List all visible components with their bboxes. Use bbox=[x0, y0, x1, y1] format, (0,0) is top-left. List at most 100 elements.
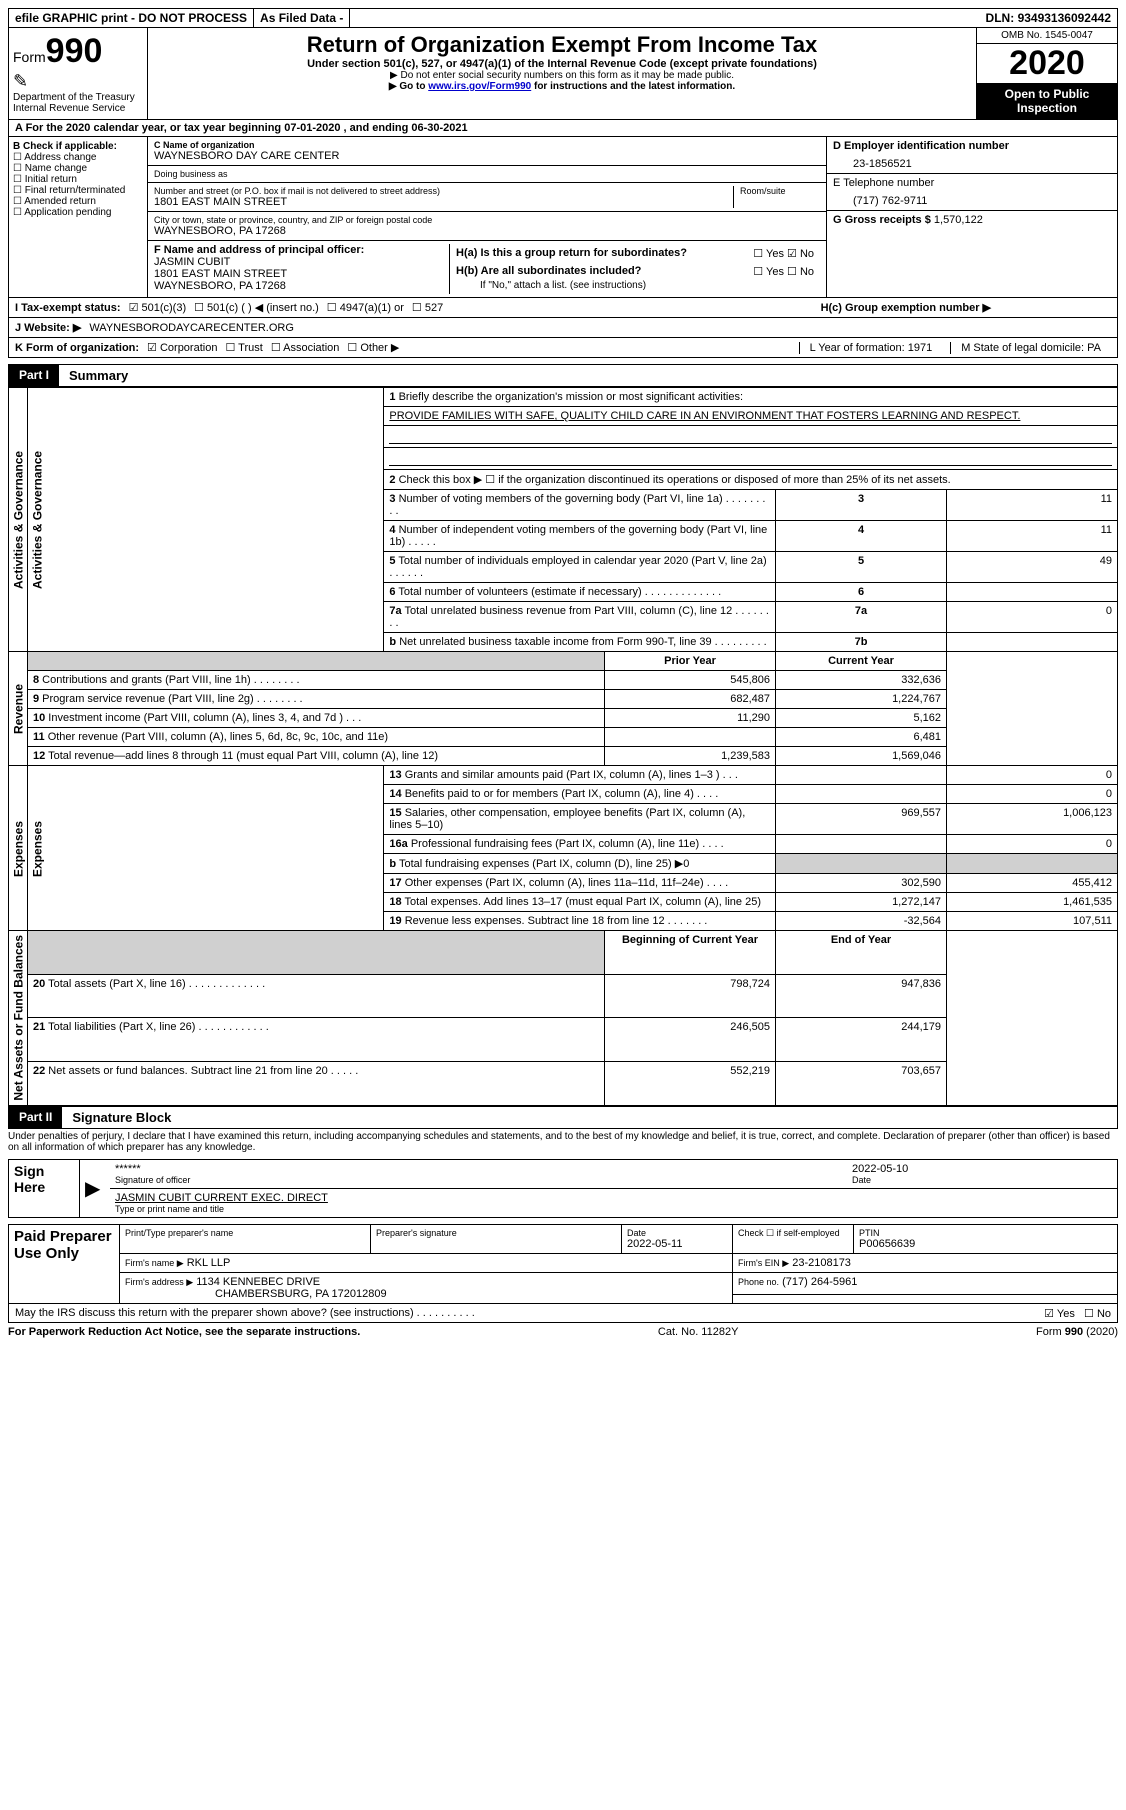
self-employed-chk[interactable]: Check ☐ if self-employed bbox=[738, 1228, 848, 1239]
preparer-name-label: Print/Type preparer's name bbox=[125, 1228, 365, 1238]
form-word: Form bbox=[13, 49, 46, 65]
row-i-tax-status: I Tax-exempt status: 501(c)(3) 501(c) ( … bbox=[8, 298, 1118, 318]
h-b-label: H(b) Are all subordinates included? bbox=[456, 265, 641, 277]
line-b-current bbox=[947, 854, 1118, 874]
org-name-label: C Name of organization bbox=[154, 140, 820, 150]
ein-label: D Employer identification number bbox=[833, 140, 1111, 152]
ein-value: 23-1856521 bbox=[833, 152, 1111, 170]
h-b-no[interactable]: No bbox=[787, 266, 814, 278]
asfiled-label: As Filed Data - bbox=[254, 9, 350, 27]
city-value: WAYNESBORO, PA 17268 bbox=[154, 225, 820, 237]
preparer-sig-label: Preparer's signature bbox=[376, 1228, 616, 1238]
ssn-warning: ▶ Do not enter social security numbers o… bbox=[156, 70, 968, 81]
col-header: Beginning of Current Year bbox=[605, 931, 776, 975]
line-b-prior bbox=[776, 854, 947, 874]
line-9-prior: 682,487 bbox=[605, 690, 776, 709]
firm-addr1: 1134 KENNEBEC DRIVE bbox=[196, 1276, 320, 1288]
chk-501c3[interactable]: 501(c)(3) bbox=[129, 301, 187, 314]
line-9-current: 1,224,767 bbox=[776, 690, 947, 709]
tax-year-begin: 07-01-2020 bbox=[284, 122, 340, 134]
row-k-org-form: K Form of organization: Corporation Trus… bbox=[8, 338, 1118, 358]
i-label: I Tax-exempt status: bbox=[15, 302, 121, 314]
tax-year-end: 06-30-2021 bbox=[411, 122, 467, 134]
page-footer: For Paperwork Reduction Act Notice, see … bbox=[8, 1323, 1118, 1341]
firm-addr-label: Firm's address ▶ bbox=[125, 1277, 193, 1287]
state-domicile: M State of legal domicile: PA bbox=[950, 342, 1111, 354]
line-8-current: 332,636 bbox=[776, 671, 947, 690]
sign-date: 2022-05-10 bbox=[852, 1163, 1112, 1175]
line-14-current: 0 bbox=[947, 785, 1118, 804]
chk-final-return[interactable]: Final return/terminated bbox=[13, 185, 143, 196]
line-18-prior: 1,272,147 bbox=[776, 893, 947, 912]
line-20-current: 947,836 bbox=[776, 974, 947, 1018]
form-subtitle: Under section 501(c), 527, or 4947(a)(1)… bbox=[156, 58, 968, 70]
line-10-current: 5,162 bbox=[776, 709, 947, 728]
chk-trust[interactable]: Trust bbox=[225, 341, 262, 354]
line-2: 2 Check this box ▶ ☐ if the organization… bbox=[384, 470, 1118, 490]
line-22-label: 22 Net assets or fund balances. Subtract… bbox=[28, 1061, 605, 1105]
line-3-label: 3 Number of voting members of the govern… bbox=[384, 490, 776, 521]
line-18-current: 1,461,535 bbox=[947, 893, 1118, 912]
line-4-box: 4 bbox=[776, 521, 947, 552]
h-b-yes[interactable]: Yes bbox=[753, 266, 784, 278]
discuss-question: May the IRS discuss this return with the… bbox=[15, 1307, 475, 1319]
h-a-yes[interactable]: Yes bbox=[753, 248, 784, 260]
irs-link[interactable]: www.irs.gov/Form990 bbox=[428, 81, 531, 92]
line-19-label: 19 Revenue less expenses. Subtract line … bbox=[384, 912, 776, 931]
efile-label: efile GRAPHIC print - DO NOT PROCESS bbox=[9, 9, 254, 27]
part1-title: Summary bbox=[59, 365, 138, 386]
line-13-prior bbox=[776, 766, 947, 785]
chk-501c[interactable]: 501(c) ( ) ◀ (insert no.) bbox=[194, 301, 319, 314]
firm-name: RKL LLP bbox=[187, 1257, 231, 1269]
firm-addr2: CHAMBERSBURG, PA 172012809 bbox=[125, 1288, 727, 1300]
chk-association[interactable]: Association bbox=[271, 341, 340, 354]
h-a-no[interactable]: No bbox=[787, 248, 814, 260]
discuss-row: May the IRS discuss this return with the… bbox=[8, 1304, 1118, 1323]
ptin-label: PTIN bbox=[859, 1228, 1112, 1238]
signature-label: Signature of officer bbox=[115, 1175, 842, 1185]
part2-title: Signature Block bbox=[62, 1107, 181, 1128]
section-bcd: B Check if applicable: Address change Na… bbox=[8, 137, 1118, 298]
form-number-box: Form990 ✎ Department of the Treasury Int… bbox=[9, 28, 148, 119]
chk-initial-return[interactable]: Initial return bbox=[13, 174, 143, 185]
line-3-value: 11 bbox=[947, 490, 1118, 521]
line-6-label: 6 Total number of volunteers (estimate i… bbox=[384, 583, 776, 602]
row-a-mid: , and ending bbox=[340, 122, 411, 134]
chk-application-pending[interactable]: Application pending bbox=[13, 207, 143, 218]
chk-corporation[interactable]: Corporation bbox=[147, 341, 217, 354]
line-17-label: 17 Other expenses (Part IX, column (A), … bbox=[384, 874, 776, 893]
line-b-label: b Total fundraising expenses (Part IX, c… bbox=[384, 854, 776, 874]
form-header: Form990 ✎ Department of the Treasury Int… bbox=[8, 28, 1118, 119]
line-7a-value: 0 bbox=[947, 602, 1118, 633]
chk-527[interactable]: 527 bbox=[412, 301, 443, 314]
line-14-label: 14 Benefits paid to or for members (Part… bbox=[384, 785, 776, 804]
line-22-prior: 552,219 bbox=[605, 1061, 776, 1105]
footer-right: Form 990 (2020) bbox=[1036, 1326, 1118, 1338]
part1-tag: Part I bbox=[9, 365, 59, 386]
line-12-label: 12 Total revenue—add lines 8 through 11 … bbox=[28, 747, 605, 766]
city-label: City or town, state or province, country… bbox=[154, 215, 820, 225]
line-3-box: 3 bbox=[776, 490, 947, 521]
chk-amended-return[interactable]: Amended return bbox=[13, 196, 143, 207]
line-b-value bbox=[947, 633, 1118, 652]
chk-address-change[interactable]: Address change bbox=[13, 152, 143, 163]
line-19-prior: -32,564 bbox=[776, 912, 947, 931]
group-label: Activities & Governance bbox=[9, 388, 28, 652]
chk-name-change[interactable]: Name change bbox=[13, 163, 143, 174]
discuss-yes[interactable]: Yes bbox=[1044, 1308, 1075, 1320]
chk-4947[interactable]: 4947(a)(1) or bbox=[327, 301, 404, 314]
firm-name-label: Firm's name ▶ bbox=[125, 1258, 184, 1268]
tax-year: 2020 bbox=[977, 44, 1117, 83]
line-8-prior: 545,806 bbox=[605, 671, 776, 690]
line-5-label: 5 Total number of individuals employed i… bbox=[384, 552, 776, 583]
line-15-current: 1,006,123 bbox=[947, 804, 1118, 835]
group-label: Revenue bbox=[9, 652, 28, 766]
firm-ein: 23-2108173 bbox=[792, 1257, 851, 1269]
preparer-date: 2022-05-11 bbox=[627, 1238, 727, 1250]
line-4-value: 11 bbox=[947, 521, 1118, 552]
chk-other[interactable]: Other ▶ bbox=[347, 341, 399, 354]
h-block: H(a) Is this a group return for subordin… bbox=[449, 244, 820, 294]
line-b-label: b Net unrelated business taxable income … bbox=[384, 633, 776, 652]
discuss-no[interactable]: No bbox=[1084, 1308, 1111, 1320]
tel-label: E Telephone number bbox=[833, 177, 1111, 189]
